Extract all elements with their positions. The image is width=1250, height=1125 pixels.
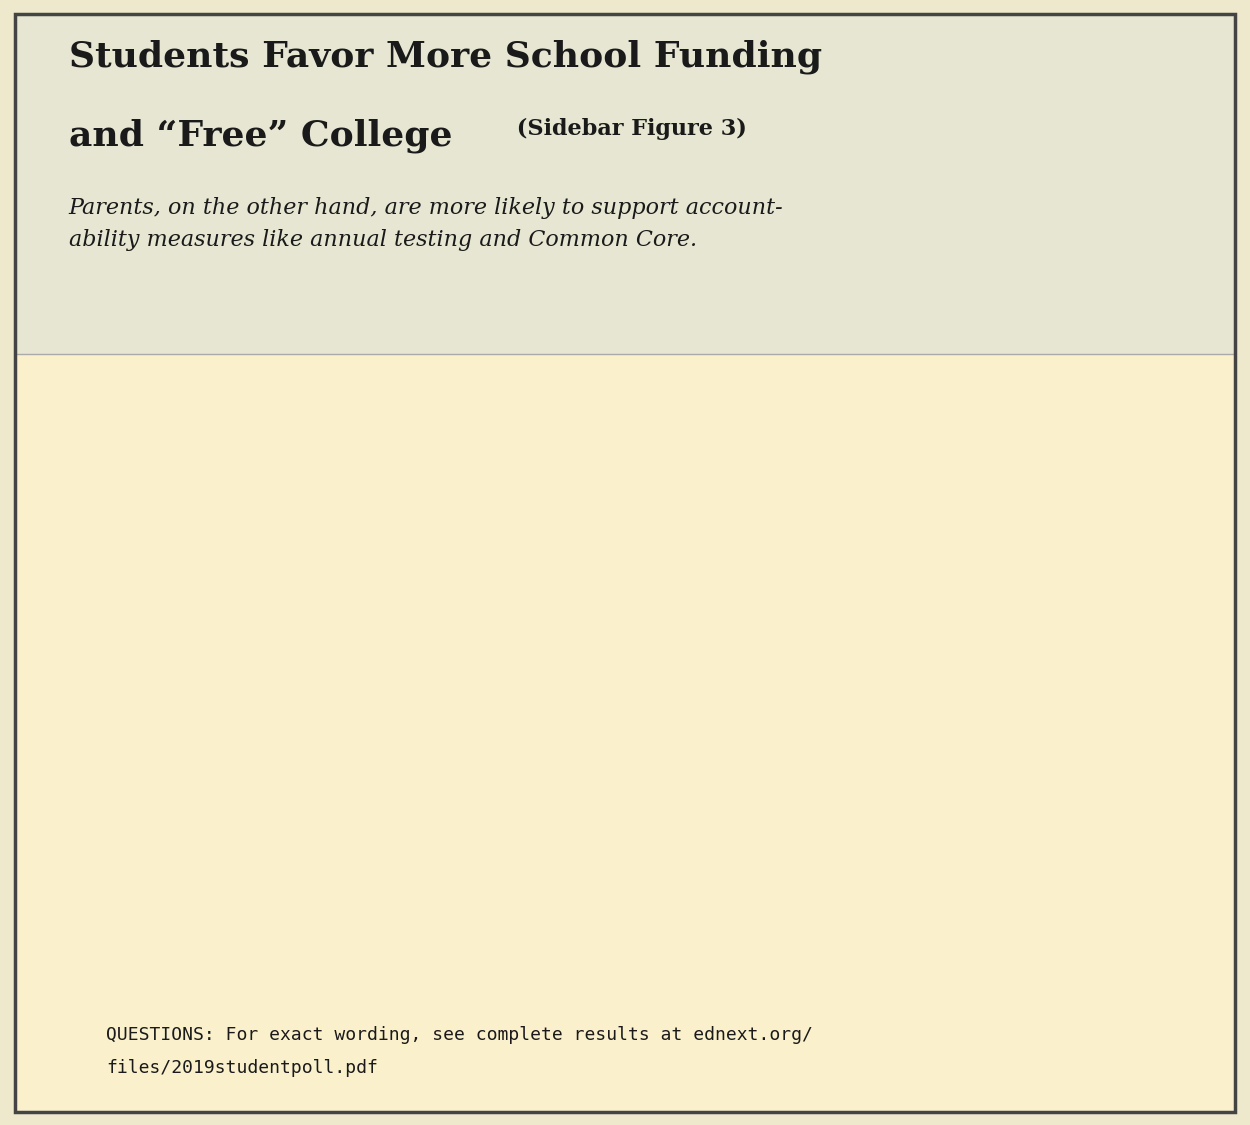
Text: Parents, on the other hand, are more likely to support account-
ability measures: Parents, on the other hand, are more lik… — [69, 197, 784, 251]
Bar — [1102, 549, 1162, 883]
Text: (Sidebar Figure 3): (Sidebar Figure 3) — [509, 118, 746, 141]
Text: 34: 34 — [471, 670, 496, 688]
Text: 75: 75 — [275, 442, 300, 460]
Bar — [258, 466, 318, 883]
Text: 50: 50 — [599, 582, 624, 600]
Bar — [975, 455, 1035, 883]
Text: 74: 74 — [339, 448, 364, 466]
Text: QUESTIONS: For exact wording, see complete results at ednext.org/: QUESTIONS: For exact wording, see comple… — [106, 1026, 814, 1044]
Text: 77: 77 — [992, 431, 1017, 449]
Bar — [842, 538, 902, 883]
Text: 62: 62 — [860, 515, 885, 532]
Text: and “Free” College: and “Free” College — [69, 118, 452, 153]
Bar — [518, 605, 578, 883]
Y-axis label: Percentage support: Percentage support — [82, 544, 100, 721]
Bar — [581, 605, 641, 883]
Bar — [779, 532, 839, 883]
Bar — [715, 488, 775, 883]
Bar — [321, 471, 381, 883]
Legend: Students, Parents, Public: Students, Parents, Public — [475, 1083, 881, 1119]
Text: files/2019studentpoll.pdf: files/2019studentpoll.pdf — [106, 1059, 377, 1077]
Text: 60: 60 — [1120, 525, 1145, 543]
Text: 63: 63 — [796, 510, 821, 528]
Text: 68: 68 — [1056, 482, 1081, 500]
Bar — [194, 594, 254, 883]
Text: Students Favor More School Funding: Students Favor More School Funding — [69, 39, 822, 74]
Bar — [1039, 505, 1099, 883]
Bar — [454, 694, 514, 883]
Text: 50: 50 — [535, 582, 560, 600]
Text: 71: 71 — [732, 465, 758, 483]
Text: 52: 52 — [211, 570, 236, 588]
